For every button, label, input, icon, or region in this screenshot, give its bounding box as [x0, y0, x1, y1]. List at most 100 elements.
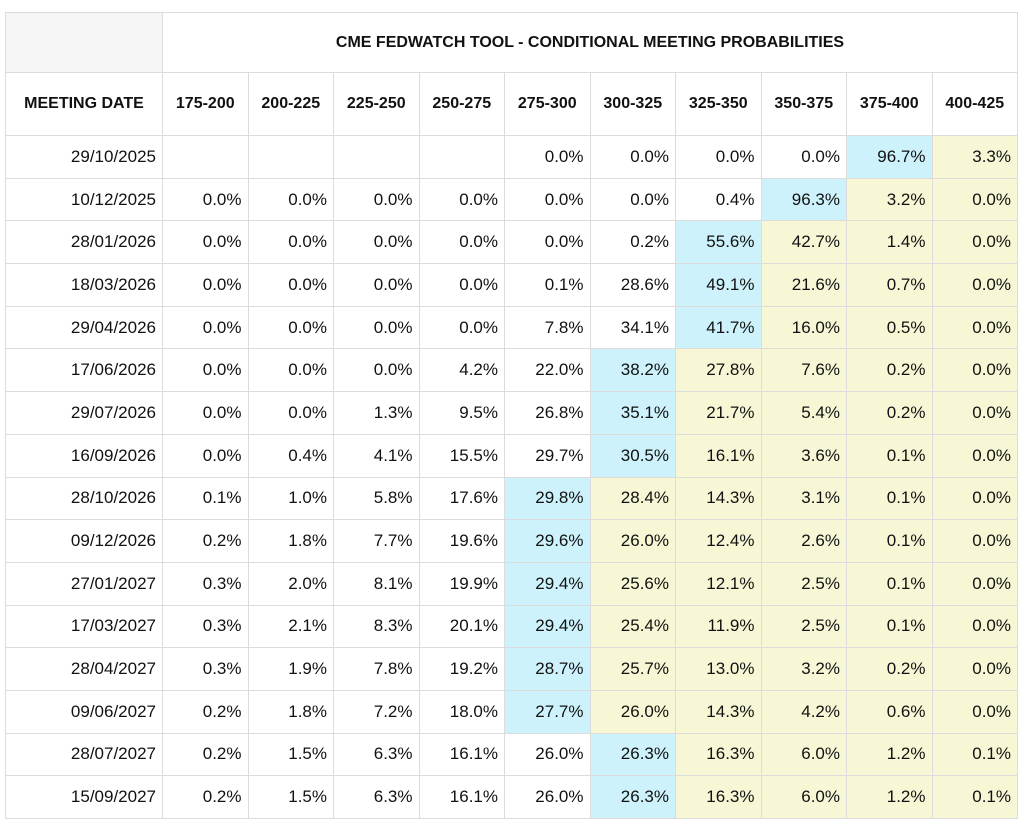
probability-cell: 4.2% [760, 689, 847, 734]
meeting-date: 17/03/2027 [5, 604, 163, 649]
probability-cell: 0.1% [504, 263, 591, 307]
corner-cell [5, 12, 163, 73]
meeting-date: 17/06/2026 [5, 348, 163, 393]
probability-cell: 0.3% [162, 604, 249, 649]
probability-cell: 16.3% [675, 732, 762, 777]
probability-cell: 6.3% [333, 732, 420, 777]
probability-cell: 0.0% [504, 177, 591, 222]
probability-cell: 2.0% [247, 561, 334, 606]
probability-cell: 1.0% [247, 476, 334, 521]
probability-cell: 0.0% [247, 391, 334, 435]
probability-cell: 0.2% [846, 647, 933, 691]
probability-cell: 7.7% [333, 519, 420, 563]
probability-cell: 0.2% [846, 391, 933, 435]
probability-cell: 16.1% [675, 433, 762, 478]
probability-cell: 5.8% [333, 476, 420, 521]
probability-cell: 14.3% [675, 689, 762, 734]
probability-cell: 0.2% [162, 732, 249, 777]
table-row: 17/06/2026 0.0% 0.0% 0.0% 4.2% 22.0% 38.2% 27.8… [5, 348, 1018, 393]
probability-cell: 0.3% [162, 647, 249, 691]
column-header: 250-275 [418, 72, 505, 136]
probability-cell: 0.0% [162, 348, 249, 393]
probability-cell: 0.0% [333, 220, 420, 265]
table-row: 28/01/2026 0.0% 0.0% 0.0% 0.0% 0.0% 0.2% 55.6% 4… [5, 220, 1018, 265]
probability-cell: 0.7% [846, 263, 933, 307]
table-row: 27/01/2027 0.3% 2.0% 8.1% 19.9% 29.4% 25.6% 12.… [5, 561, 1018, 606]
probability-cell: 27.7% [504, 689, 591, 734]
probability-cell: 0.0% [418, 263, 505, 307]
probability-cell: 0.2% [589, 220, 676, 265]
meeting-date: 28/04/2027 [5, 647, 163, 691]
probability-cell: 2.5% [760, 604, 847, 649]
table-row: 29/07/2026 0.0% 0.0% 1.3% 9.5% 26.8% 35.1% 21.7… [5, 391, 1018, 435]
probability-cell: 9.5% [418, 391, 505, 435]
probability-cell: 0.0% [333, 305, 420, 350]
probability-cell: 0.0% [247, 263, 334, 307]
meeting-date: 15/09/2027 [5, 775, 163, 819]
probability-cell: 0.1% [846, 476, 933, 521]
table-title: CME FEDWATCH TOOL - CONDITIONAL MEETING … [162, 12, 1018, 73]
probability-table: CME FEDWATCH TOOL - CONDITIONAL MEETING … [5, 12, 1018, 819]
probability-cell: 7.2% [333, 689, 420, 734]
probability-cell: 0.0% [247, 305, 334, 350]
probability-cell: 19.9% [418, 561, 505, 606]
probability-cell: 13.0% [675, 647, 762, 691]
probability-cell: 11.9% [675, 604, 762, 649]
probability-cell: 26.0% [504, 775, 591, 819]
table-row: 28/10/2026 0.1% 1.0% 5.8% 17.6% 29.8% 28.4% 14.… [5, 476, 1018, 521]
probability-cell: 19.2% [418, 647, 505, 691]
probability-cell: 0.0% [162, 391, 249, 435]
probability-cell: 0.2% [162, 689, 249, 734]
probability-cell: 1.8% [247, 519, 334, 563]
probability-cell: 34.1% [589, 305, 676, 350]
table-row: 16/09/2026 0.0% 0.4% 4.1% 15.5% 29.7% 30.5% 16.… [5, 433, 1018, 478]
meeting-date: 10/12/2025 [5, 177, 163, 222]
table-row: 10/12/2025 0.0% 0.0% 0.0% 0.0% 0.0% 0.0% 0.4% 96… [5, 177, 1018, 222]
probability-cell: 27.8% [675, 348, 762, 393]
table-row: 15/09/2027 0.2% 1.5% 6.3% 16.1% 26.0% 26.3% 16.… [5, 775, 1018, 819]
probability-cell: 0.0% [675, 135, 762, 179]
meeting-date: 28/07/2027 [5, 732, 163, 777]
probability-cell: 0.0% [418, 305, 505, 350]
probability-cell: 0.3% [162, 561, 249, 606]
probability-cell: 21.6% [760, 263, 847, 307]
probability-cell: 0.0% [333, 263, 420, 307]
title-row: CME FEDWATCH TOOL - CONDITIONAL MEETING … [5, 12, 1018, 73]
probability-cell: 3.3% [931, 135, 1018, 179]
probability-cell: 38.2% [589, 348, 676, 393]
probability-cell: 0.0% [247, 220, 334, 265]
probability-cell: 7.6% [760, 348, 847, 393]
meeting-date: 27/01/2027 [5, 561, 163, 606]
meeting-date: 28/10/2026 [5, 476, 163, 521]
probability-cell: 0.1% [846, 433, 933, 478]
probability-cell: 0.5% [846, 305, 933, 350]
column-header: 325-350 [675, 72, 762, 136]
probability-cell: 0.2% [162, 519, 249, 563]
probability-cell: 0.0% [931, 476, 1018, 521]
probability-cell: 16.0% [760, 305, 847, 350]
probability-cell: 30.5% [589, 433, 676, 478]
probability-cell: 8.3% [333, 604, 420, 649]
probability-cell: 16.1% [418, 775, 505, 819]
probability-cell: 1.9% [247, 647, 334, 691]
probability-cell: 29.4% [504, 604, 591, 649]
probability-cell: 0.0% [333, 348, 420, 393]
probability-cell: 0.0% [162, 177, 249, 222]
probability-cell [162, 135, 249, 179]
column-header: 200-225 [247, 72, 334, 136]
probability-cell: 0.0% [589, 177, 676, 222]
meeting-date: 16/09/2026 [5, 433, 163, 478]
probability-cell: 1.2% [846, 775, 933, 819]
probability-cell: 2.1% [247, 604, 334, 649]
table-row: 18/03/2026 0.0% 0.0% 0.0% 0.0% 0.1% 28.6% 49.1%… [5, 263, 1018, 307]
probability-cell: 1.5% [247, 775, 334, 819]
probability-cell: 16.3% [675, 775, 762, 819]
probability-cell: 29.6% [504, 519, 591, 563]
probability-cell: 26.3% [589, 775, 676, 819]
table-row: 17/03/2027 0.3% 2.1% 8.3% 20.1% 29.4% 25.4% 11.… [5, 604, 1018, 649]
probability-cell: 0.0% [162, 305, 249, 350]
probability-cell: 28.7% [504, 647, 591, 691]
meeting-date: 18/03/2026 [5, 263, 163, 307]
probability-cell: 7.8% [333, 647, 420, 691]
